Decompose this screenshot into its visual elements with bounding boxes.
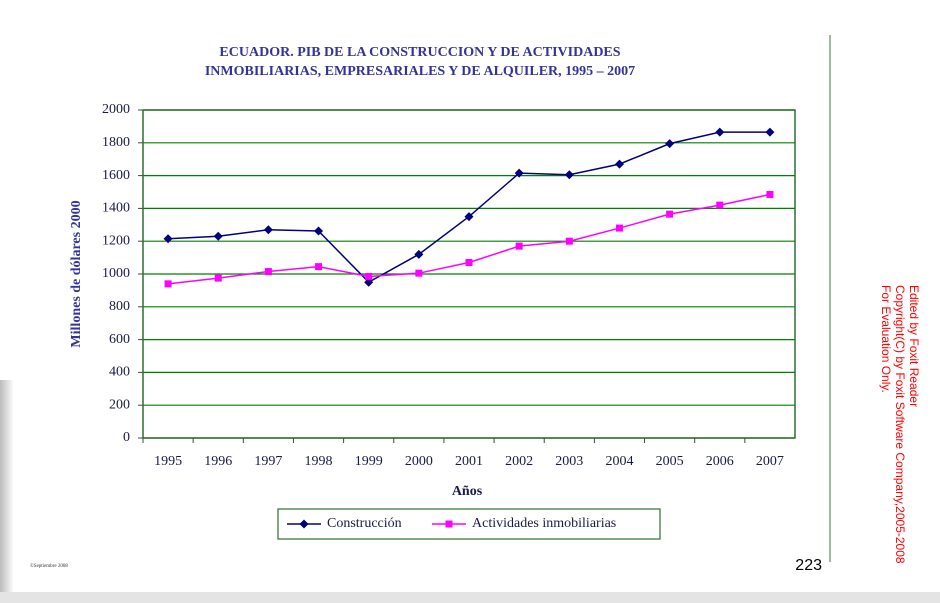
marker bbox=[716, 201, 724, 209]
page-shadow bbox=[0, 592, 940, 603]
page-number: 223 bbox=[795, 557, 822, 574]
marker bbox=[415, 269, 423, 277]
marker bbox=[264, 268, 272, 276]
marker bbox=[514, 168, 524, 178]
footer: ©Septiembre 2008 bbox=[30, 563, 68, 569]
y-tick-label: 0 bbox=[123, 430, 130, 445]
y-axis-label: Millones de dólares 2000 bbox=[69, 200, 84, 347]
y-tick-label: 400 bbox=[109, 365, 130, 380]
y-tick-label: 2000 bbox=[102, 102, 130, 117]
marker bbox=[765, 127, 775, 137]
x-tick-label: 2007 bbox=[756, 454, 784, 469]
marker bbox=[665, 139, 675, 149]
marker bbox=[314, 226, 324, 236]
y-tick-label: 1200 bbox=[102, 233, 130, 248]
marker bbox=[465, 259, 473, 267]
plot-border bbox=[142, 109, 796, 439]
marker bbox=[515, 242, 523, 250]
legend-label: Actividades inmobiliarias bbox=[472, 516, 616, 531]
x-tick-label: 2005 bbox=[656, 454, 684, 469]
marker bbox=[315, 263, 323, 271]
marker bbox=[263, 225, 273, 235]
legend-label: Construcción bbox=[327, 516, 402, 531]
marker bbox=[299, 519, 309, 529]
page-shadow bbox=[0, 380, 14, 603]
marker bbox=[766, 190, 774, 198]
y-tick-label: 800 bbox=[109, 299, 130, 314]
marker bbox=[164, 280, 172, 288]
x-tick-label: 2002 bbox=[505, 454, 533, 469]
x-tick-label: 2001 bbox=[455, 454, 483, 469]
watermark: Edited by Foxit Reader bbox=[907, 285, 921, 407]
y-tick-label: 1600 bbox=[102, 168, 130, 183]
x-tick-label: 1998 bbox=[305, 454, 333, 469]
x-tick-label: 1996 bbox=[204, 454, 232, 469]
marker bbox=[445, 520, 453, 528]
chart-title: INMOBILIARIAS, EMPRESARIALES Y DE ALQUIL… bbox=[205, 64, 635, 79]
y-tick-label: 1000 bbox=[102, 266, 130, 281]
x-tick-label: 1999 bbox=[355, 454, 383, 469]
x-tick-label: 2000 bbox=[405, 454, 433, 469]
marker bbox=[414, 249, 424, 259]
x-tick-label: 2006 bbox=[706, 454, 734, 469]
marker bbox=[715, 127, 725, 137]
x-axis-label: Años bbox=[452, 484, 483, 499]
marker bbox=[615, 224, 623, 232]
x-tick-label: 2004 bbox=[605, 454, 633, 469]
legend-box bbox=[277, 508, 661, 540]
x-tick-label: 2003 bbox=[555, 454, 583, 469]
marker bbox=[564, 170, 574, 180]
y-tick-label: 1800 bbox=[102, 135, 130, 150]
x-tick-label: 1995 bbox=[154, 454, 182, 469]
marker bbox=[614, 159, 624, 169]
x-tick-label: 1997 bbox=[254, 454, 282, 469]
chart-title: ECUADOR. PIB DE LA CONSTRUCCION Y DE ACT… bbox=[219, 45, 620, 60]
watermark: Copyright(C) by Foxit Software Company,2… bbox=[893, 285, 907, 564]
marker bbox=[565, 237, 573, 245]
marker bbox=[666, 210, 674, 218]
y-tick-label: 1400 bbox=[102, 201, 130, 216]
marker bbox=[163, 234, 173, 244]
y-tick-label: 600 bbox=[109, 332, 130, 347]
marker bbox=[365, 272, 373, 280]
marker bbox=[214, 274, 222, 282]
watermark: For Evaluation Only. bbox=[879, 285, 893, 393]
marker bbox=[464, 212, 474, 222]
y-tick-label: 200 bbox=[109, 397, 130, 412]
marker bbox=[213, 231, 223, 241]
